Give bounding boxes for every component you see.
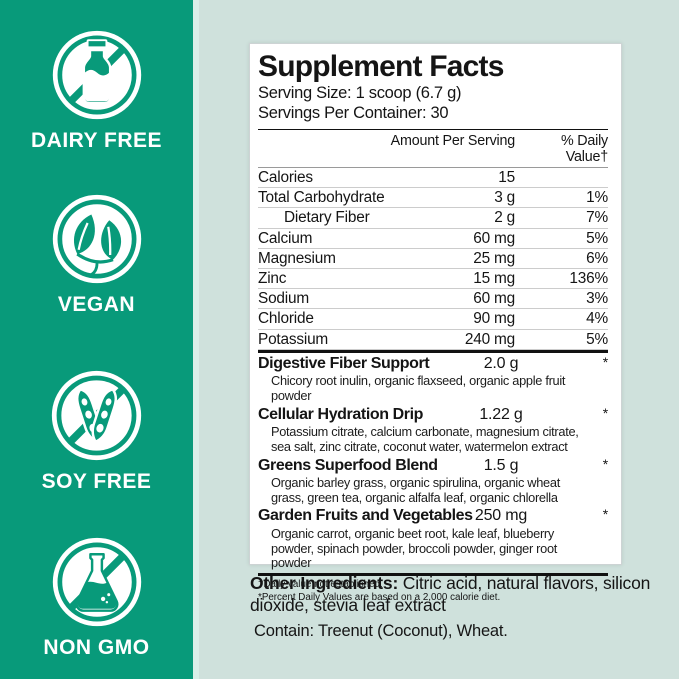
other-ingredients-text: Citric acid, natural flavors, silicon di… [250, 573, 651, 616]
panel-title: Supplement Facts [258, 50, 504, 83]
blend-garden-fruits-vegetables: Garden Fruits and Vegetables 250 mg * [258, 506, 608, 525]
divider [258, 573, 608, 577]
nutrient-row-potassium: Potassium 240 mg 5% [258, 330, 608, 350]
blend-section: Digestive Fiber Support 2.0 g * Chicory … [258, 353, 608, 573]
nutrient-row-total-carbohydrate: Total Carbohydrate 3 g 1% [258, 188, 608, 209]
servings-per-container: Servings Per Container: 30 [258, 104, 449, 123]
column-headers: Amount Per Serving % Daily Value† [258, 130, 609, 167]
col-amount-per-serving: Amount Per Serving [390, 133, 516, 150]
serving-size: Serving Size: 1 scoop (6.7 g) [258, 83, 462, 102]
badge-dairy-free: DAIRY FREE [0, 28, 193, 153]
badge-label-soy-free: SOY FREE [41, 470, 152, 493]
blend-ingredients: Chicory root inulin, organic flaxseed, o… [271, 373, 566, 403]
divider [258, 349, 608, 353]
other-ingredients: Other Ingredients: Citric acid, natural … [250, 572, 678, 616]
no-dairy-icon [52, 30, 141, 120]
supplement-facts-panel: Supplement Facts Serving Size: 1 scoop (… [249, 43, 622, 603]
blend-cellular-hydration-drip: Cellular Hydration Drip 1.22 g * [258, 404, 608, 423]
allergen-statement: Contain: Treenut (Coconut), Wheat. [254, 622, 508, 640]
nutrient-row-sodium: Sodium 60 mg 3% [258, 289, 608, 310]
sidebar-divider [193, 0, 199, 679]
other-ingredients-label: Other Ingredients: [250, 573, 399, 593]
badge-non-gmo: NON GMO [0, 535, 193, 660]
blend-ingredients: Organic carrot, organic beet root, kale … [271, 525, 558, 571]
footnotes: †Daily value not established. *Percent D… [258, 576, 608, 610]
divider [258, 167, 608, 169]
blend-digestive-fiber-support: Digestive Fiber Support 2.0 g * [258, 353, 608, 372]
badge-label-dairy-free: DAIRY FREE [30, 129, 163, 152]
no-gmo-flask-icon [52, 537, 141, 627]
nutrient-row-dietary-fiber: Dietary Fiber 2 g 7% [258, 208, 608, 229]
divider [258, 129, 608, 131]
badge-label-vegan: VEGAN [57, 293, 136, 316]
no-soy-icon [51, 370, 142, 461]
badge-soy-free: SOY FREE [0, 368, 193, 494]
blend-ingredients: Potassium citrate, calcium carbonate, ma… [271, 424, 579, 454]
badge-sidebar: DAIRY FREE VEGAN [0, 0, 193, 679]
vegan-leaf-icon [52, 194, 141, 284]
nutrient-row-magnesium: Magnesium 25 mg 6% [258, 249, 608, 269]
badge-vegan: VEGAN [0, 192, 193, 317]
blend-greens-superfood: Greens Superfood Blend 1.5 g * [258, 455, 608, 474]
nutrient-row-calcium: Calcium 60 mg 5% [258, 229, 608, 249]
nutrient-row-calories: Calories 15 [258, 168, 608, 189]
footnote-star: *Percent Daily Values are based on a 2,0… [258, 591, 501, 603]
nutrient-row-zinc: Zinc 15 mg 136% [258, 269, 608, 290]
footnote-dagger: †Daily value not established. [258, 579, 383, 591]
badge-label-non-gmo: NON GMO [43, 636, 150, 659]
blend-ingredients: Organic barley grass, organic spirulina,… [271, 475, 560, 505]
col-daily-value: % Daily Value† [560, 133, 608, 166]
nutrient-row-chloride: Chloride 90 mg 4% [258, 309, 608, 330]
